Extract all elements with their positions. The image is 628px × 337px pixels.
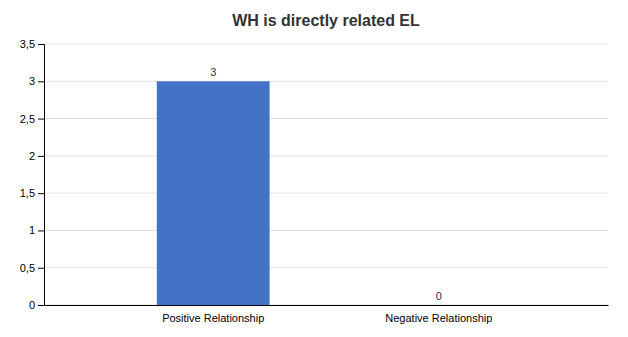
x-tick: Positive Relationship bbox=[162, 312, 264, 324]
y-tick-mark bbox=[38, 119, 44, 120]
y-axis: 0 0,5 1 1,5 2 2,5 3 3,5 bbox=[20, 38, 45, 311]
y-tick-mark bbox=[38, 230, 44, 231]
grid-line bbox=[44, 230, 608, 231]
data-labels: 30 bbox=[210, 66, 442, 302]
data-label: 0 bbox=[436, 290, 442, 302]
x-tick: Negative Relationship bbox=[385, 312, 492, 324]
grid-line bbox=[44, 155, 608, 156]
y-tick-label: 3 bbox=[29, 75, 35, 87]
y-tick-label: 3,5 bbox=[20, 38, 35, 50]
title: WH is directly related EL bbox=[232, 12, 420, 29]
bar bbox=[157, 81, 270, 305]
bars bbox=[157, 81, 270, 305]
y-tick: 2,5 bbox=[20, 113, 44, 125]
x-axis: Positive Relationship Negative Relationsh… bbox=[45, 306, 609, 324]
x-tick-label: Positive Relationship bbox=[162, 312, 264, 324]
grid-line bbox=[44, 81, 608, 82]
x-axis-line bbox=[45, 305, 609, 306]
y-tick: 3 bbox=[29, 75, 44, 87]
grid-line bbox=[44, 267, 608, 268]
y-tick-mark bbox=[38, 156, 44, 157]
y-tick-mark bbox=[38, 44, 44, 45]
data-label: 3 bbox=[210, 66, 216, 78]
grid-line bbox=[44, 44, 608, 45]
grid-line bbox=[44, 193, 608, 194]
chart-container: 0 0,5 1 1,5 2 2,5 3 3,5 Positive Relationship Neg… bbox=[0, 0, 628, 337]
x-tick-label: Negative Relationship bbox=[385, 312, 492, 324]
y-tick-label: 2,5 bbox=[20, 113, 35, 125]
y-tick-mark bbox=[38, 81, 44, 82]
grid-line bbox=[44, 305, 608, 306]
y-tick: 2 bbox=[29, 150, 44, 162]
y-tick-mark bbox=[38, 268, 44, 269]
bar bbox=[382, 305, 495, 306]
y-tick-mark bbox=[38, 305, 44, 306]
y-tick: 0,5 bbox=[20, 262, 44, 274]
y-tick-label: 1 bbox=[29, 224, 35, 236]
y-tick-label: 0 bbox=[29, 299, 35, 311]
y-tick: 0 bbox=[29, 299, 44, 311]
y-tick-mark bbox=[38, 193, 44, 194]
y-axis-line bbox=[38, 45, 45, 306]
plot-area: 0 0,5 1 1,5 2 2,5 3 3,5 Positive Relationship Neg… bbox=[20, 38, 609, 324]
y-tick: 1 bbox=[29, 224, 44, 236]
y-tick: 3,5 bbox=[20, 38, 44, 50]
y-tick-label: 2 bbox=[29, 150, 35, 162]
y-tick: 1,5 bbox=[20, 187, 44, 199]
chart-svg: 0 0,5 1 1,5 2 2,5 3 3,5 Positive Relationship Neg… bbox=[0, 0, 628, 337]
y-tick-label: 1,5 bbox=[20, 187, 35, 199]
y-tick-label: 0,5 bbox=[20, 262, 35, 274]
grid-line bbox=[44, 118, 608, 119]
grid bbox=[44, 44, 608, 305]
